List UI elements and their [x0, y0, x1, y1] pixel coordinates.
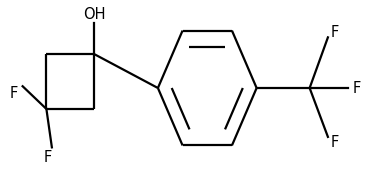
Text: F: F	[353, 80, 361, 96]
Text: OH: OH	[83, 7, 105, 22]
Text: F: F	[44, 150, 52, 165]
Text: F: F	[10, 86, 18, 101]
Text: F: F	[331, 135, 339, 150]
Text: F: F	[331, 25, 339, 40]
